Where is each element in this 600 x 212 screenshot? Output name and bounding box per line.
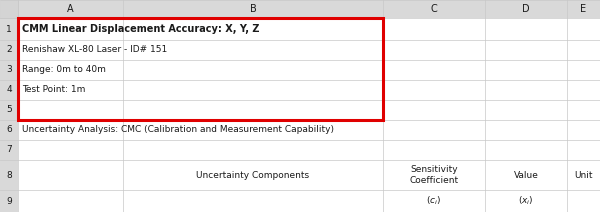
Text: 6: 6 — [6, 126, 12, 134]
Bar — [0, 18, 18, 212]
Text: 5: 5 — [6, 106, 12, 114]
Text: 1: 1 — [6, 25, 12, 33]
Text: Sensitivity
Coefficient: Sensitivity Coefficient — [409, 165, 458, 185]
Text: C: C — [431, 4, 437, 14]
Text: Range: 0m to 40m: Range: 0m to 40m — [22, 66, 106, 74]
Text: 3: 3 — [6, 66, 12, 74]
Text: Value: Value — [514, 170, 538, 180]
Text: 9: 9 — [6, 197, 12, 205]
Text: Renishaw XL-80 Laser - ID# 151: Renishaw XL-80 Laser - ID# 151 — [22, 46, 167, 54]
Text: $(c_i)$: $(c_i)$ — [427, 195, 442, 207]
Bar — [0, 0, 18, 18]
Text: Uncertainty Components: Uncertainty Components — [196, 170, 310, 180]
Text: B: B — [250, 4, 256, 14]
Text: 2: 2 — [6, 46, 12, 54]
Text: D: D — [522, 4, 530, 14]
Text: E: E — [580, 4, 587, 14]
Text: Unit: Unit — [574, 170, 593, 180]
Text: Test Point: 1m: Test Point: 1m — [22, 85, 85, 95]
Text: 8: 8 — [6, 170, 12, 180]
Text: A: A — [67, 4, 74, 14]
Text: Uncertainty Analysis: CMC (Calibration and Measurement Capability): Uncertainty Analysis: CMC (Calibration a… — [22, 126, 334, 134]
Text: $(x_i)$: $(x_i)$ — [518, 195, 534, 207]
Text: CMM Linear Displacement Accuracy: X, Y, Z: CMM Linear Displacement Accuracy: X, Y, … — [22, 24, 260, 34]
Bar — [18, 18, 383, 120]
Bar — [18, 0, 600, 18]
Text: 4: 4 — [6, 85, 12, 95]
Text: 7: 7 — [6, 145, 12, 155]
